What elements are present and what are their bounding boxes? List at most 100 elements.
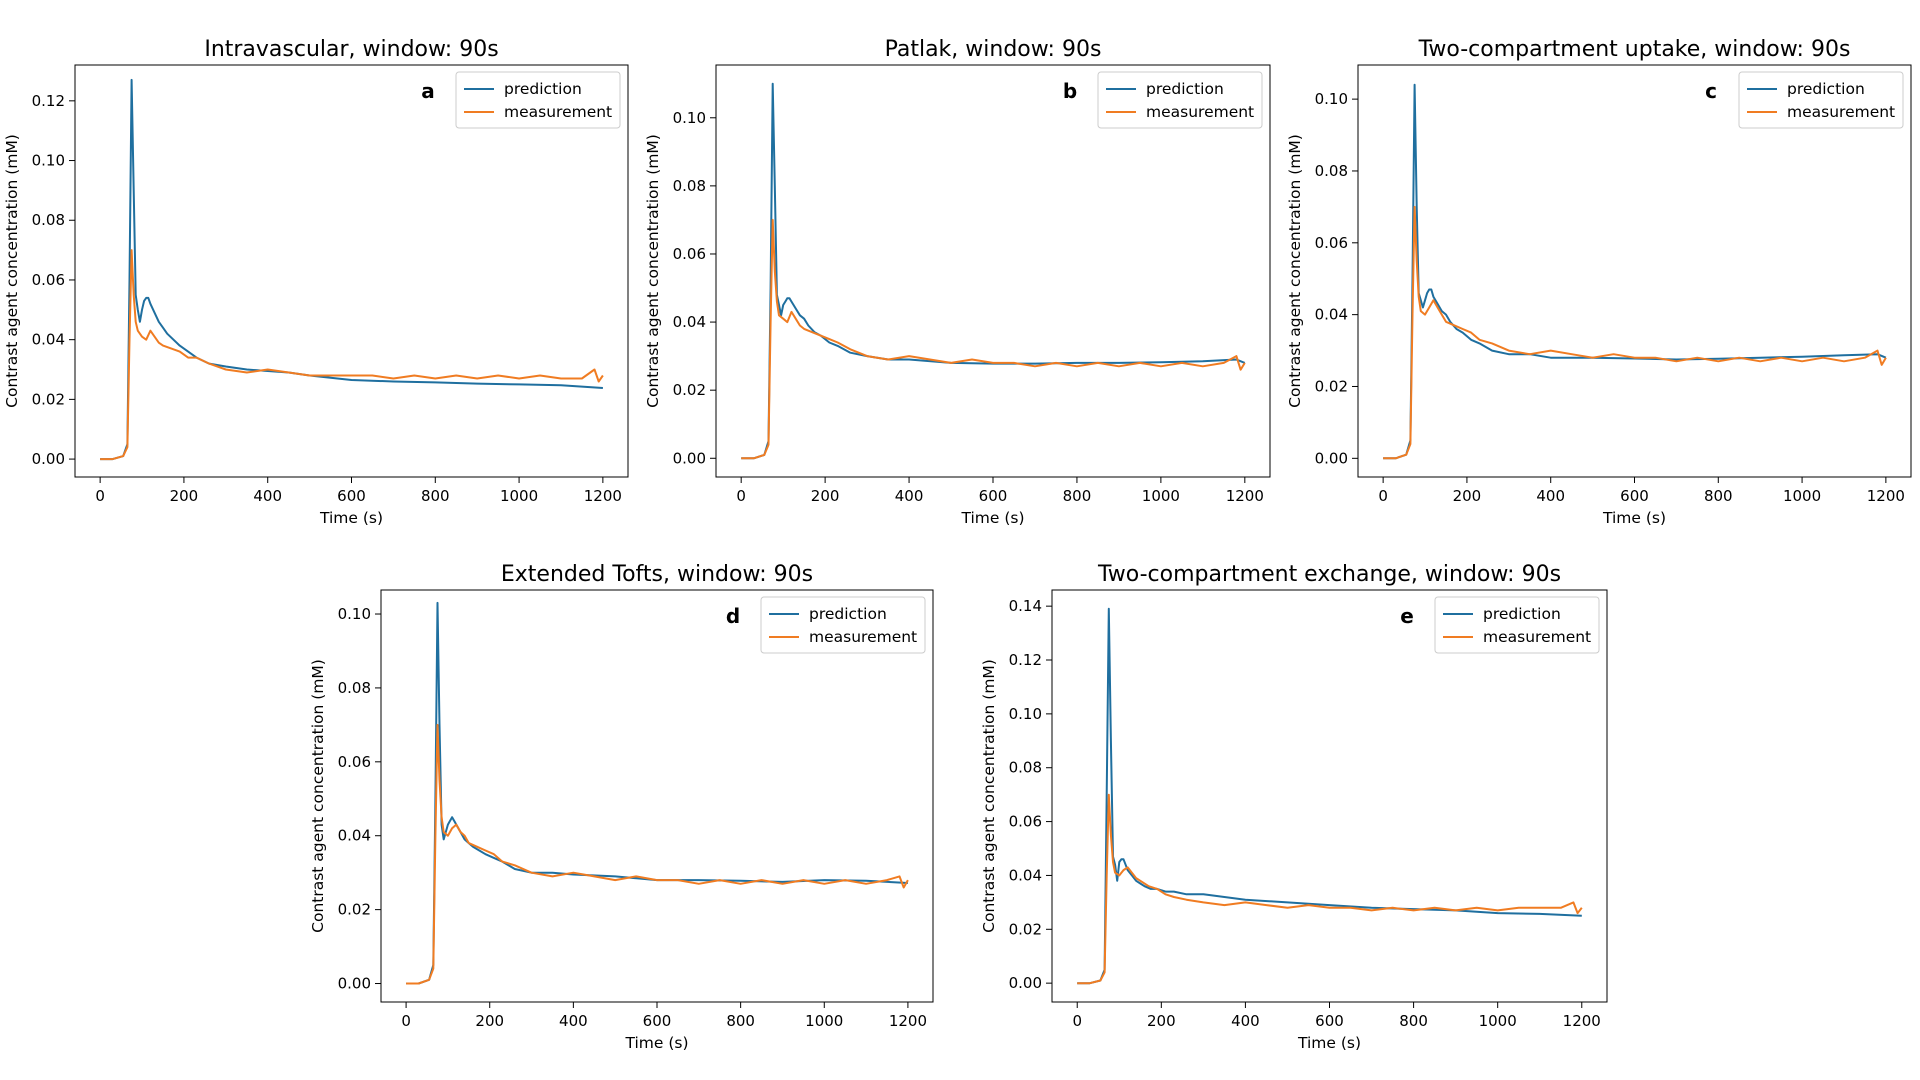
panel-title: Intravascular, window: 90s [204,37,498,62]
x-tick-label: 1200 [889,1012,927,1030]
legend-box [1738,71,1904,129]
y-tick-label: 0.02 [1315,377,1348,395]
legend: prediction measurement [760,596,926,654]
y-tick-label: 0.10 [32,152,65,170]
series-line-measurement [1383,205,1887,460]
legend-label-prediction: prediction [1483,605,1561,623]
series-line-prediction [1077,607,1582,985]
legend-label-measurement: measurement [1483,628,1591,646]
x-tick-label: 1000 [1479,1012,1517,1030]
x-tick-label: 0 [736,487,746,505]
series-line-measurement [1077,793,1583,985]
panel-title: Two-compartment uptake, window: 90s [1418,37,1851,62]
x-tick-label: 1200 [1226,487,1264,505]
x-tick-label: 200 [170,487,199,505]
y-tick-label: 0.04 [338,827,371,845]
x-tick-label: 800 [1063,487,1092,505]
series-line-measurement [741,218,1246,460]
x-tick-label: 1000 [500,487,538,505]
y-tick-label: 0.06 [32,271,65,289]
x-tick-label: 600 [643,1012,672,1030]
panel-letter: c [1705,79,1717,103]
y-axis-label: Contrast agent concentration (mM) [309,659,327,933]
y-tick-label: 0.08 [1009,759,1042,777]
panel-letter: b [1063,79,1077,103]
y-tick-label: 0.06 [1315,234,1348,252]
y-tick-label: 0.10 [673,109,706,127]
y-tick-label: 0.12 [32,92,65,110]
legend: prediction measurement [1434,596,1600,654]
x-tick-label: 1000 [1142,487,1180,505]
y-axis-label: Contrast agent concentration (mM) [1286,134,1304,408]
legend-box [455,71,621,129]
x-tick-label: 1200 [1563,1012,1601,1030]
y-tick-label: 0.10 [1009,705,1042,723]
y-axis-label: Contrast agent concentration (mM) [980,659,998,933]
series-line-measurement [406,723,909,985]
panel-title: Two-compartment exchange, window: 90s [1097,562,1561,587]
y-tick-label: 0.08 [1315,162,1348,180]
series-line-prediction [406,601,908,985]
x-tick-label: 400 [1536,487,1565,505]
y-tick-label: 0.04 [32,331,65,349]
chart-panel-d: 0 200 400 600 800 1000 1200 0.00 0.02 0.04 0.06 0.0… [309,562,934,1052]
x-axis-label: Time (s) [624,1034,688,1052]
y-tick-label: 0.08 [32,211,65,229]
y-tick-label: 0.00 [1315,449,1348,467]
x-tick-label: 400 [559,1012,588,1030]
panel-letter: d [726,604,740,628]
x-tick-label: 400 [1231,1012,1260,1030]
y-tick-label: 0.08 [338,679,371,697]
y-tick-label: 0.04 [1315,306,1348,324]
x-tick-label: 1000 [805,1012,843,1030]
legend-box [1097,71,1263,129]
y-tick-label: 0.10 [1315,90,1348,108]
x-tick-label: 600 [1620,487,1649,505]
legend-box [1434,596,1600,654]
x-tick-label: 800 [421,487,450,505]
y-tick-label: 0.02 [32,390,65,408]
x-tick-label: 800 [1704,487,1733,505]
x-tick-label: 0 [1072,1012,1082,1030]
legend-label-measurement: measurement [1787,103,1895,121]
y-tick-label: 0.00 [338,975,371,993]
x-tick-label: 1200 [584,487,622,505]
chart-panel-c: 0 200 400 600 800 1000 1200 0.00 0.02 0.04 0.06 0.0… [1286,37,1912,527]
x-axis-label: Time (s) [960,509,1024,527]
series-line-prediction [741,82,1246,460]
y-tick-label: 0.04 [1009,866,1042,884]
chart-panel-a: 0 200 400 600 800 1000 1200 0.00 0.02 0.04 0.06 0.0… [3,37,629,527]
legend-label-prediction: prediction [1146,80,1224,98]
y-tick-label: 0.12 [1009,651,1042,669]
chart-panel-b: 0 200 400 600 800 1000 1200 0.00 0.02 0.04 0.06 0.0… [644,37,1271,527]
x-tick-label: 0 [95,487,105,505]
y-tick-label: 0.00 [1009,974,1042,992]
y-tick-label: 0.02 [338,901,371,919]
x-tick-label: 200 [1453,487,1482,505]
legend-label-prediction: prediction [809,605,887,623]
legend-label-measurement: measurement [504,103,612,121]
legend-label-measurement: measurement [809,628,917,646]
series-line-measurement [100,249,604,461]
panel-title: Patlak, window: 90s [885,37,1102,62]
series-line-prediction [1383,83,1887,460]
x-tick-label: 0 [401,1012,411,1030]
legend: prediction measurement [455,71,621,129]
panel-title: Extended Tofts, window: 90s [501,562,813,587]
x-tick-label: 1000 [1783,487,1821,505]
legend-label-measurement: measurement [1146,103,1254,121]
y-tick-label: 0.14 [1009,597,1042,615]
x-tick-label: 600 [1315,1012,1344,1030]
y-tick-label: 0.02 [1009,920,1042,938]
y-tick-label: 0.10 [338,605,371,623]
legend-box [760,596,926,654]
x-tick-label: 400 [895,487,924,505]
y-axis-label: Contrast agent concentration (mM) [3,134,21,408]
y-tick-label: 0.00 [32,450,65,468]
series-line-prediction [100,78,603,461]
y-tick-label: 0.00 [673,449,706,467]
x-tick-label: 600 [337,487,366,505]
x-axis-label: Time (s) [319,509,383,527]
y-tick-label: 0.06 [338,753,371,771]
